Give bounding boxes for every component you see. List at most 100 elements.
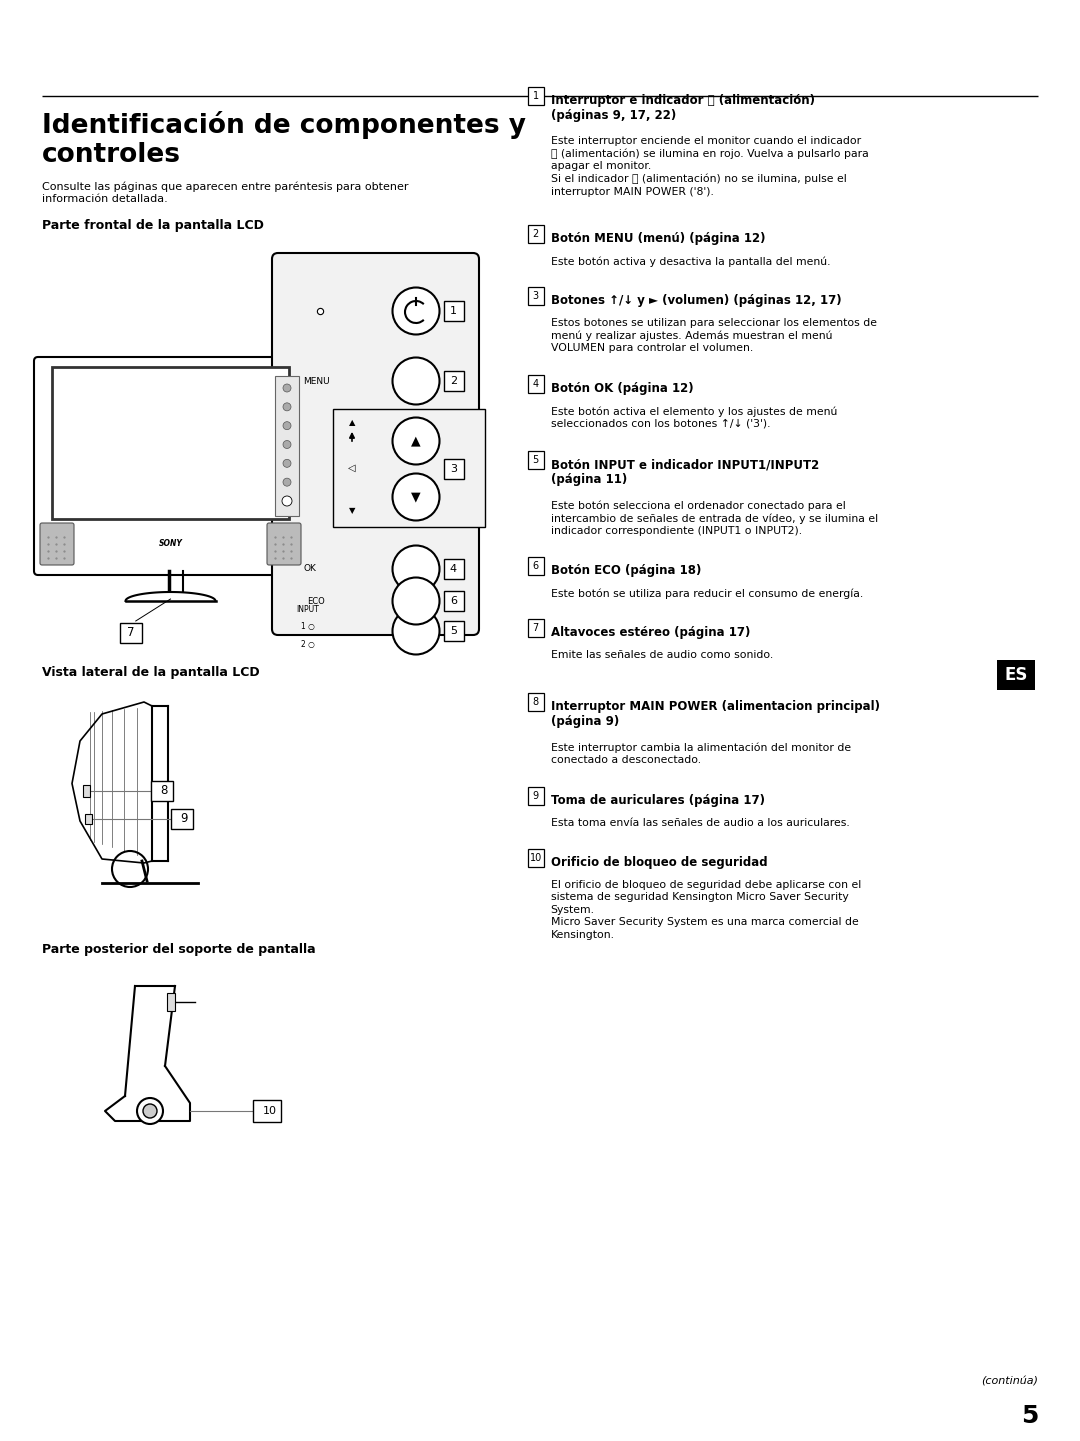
Text: Este botón se utiliza para reducir el consumo de energía.: Este botón se utiliza para reducir el co… — [551, 588, 863, 598]
Text: Estos botones se utilizan para seleccionar los elementos de
menú y realizar ajus: Estos botones se utilizan para seleccion… — [551, 318, 877, 353]
Text: Botón OK (página 12): Botón OK (página 12) — [551, 382, 693, 395]
Text: 4: 4 — [450, 563, 457, 574]
Text: ▼: ▼ — [349, 506, 355, 514]
Circle shape — [392, 578, 440, 624]
Bar — [333, 409, 485, 527]
Text: Este botón activa el elemento y los ajustes de menú
seleccionados con los botone: Este botón activa el elemento y los ajus… — [551, 406, 837, 429]
Bar — [275, 376, 299, 516]
Bar — [444, 591, 463, 611]
Bar — [528, 787, 543, 804]
Text: ◁: ◁ — [348, 463, 355, 473]
Text: 1 ○: 1 ○ — [301, 621, 315, 631]
Text: Interruptor e indicador ⏻ (alimentación)
(páginas 9, 17, 22): Interruptor e indicador ⏻ (alimentación)… — [551, 94, 814, 122]
Circle shape — [137, 1098, 163, 1124]
Text: (continúa): (continúa) — [981, 1376, 1038, 1386]
Text: Este botón selecciona el ordenador conectado para el
intercambio de señales de e: Este botón selecciona el ordenador conec… — [551, 500, 878, 536]
Circle shape — [143, 1104, 157, 1118]
Text: 1: 1 — [532, 91, 539, 101]
Text: 2: 2 — [532, 229, 539, 239]
Text: OK: OK — [303, 565, 316, 574]
Circle shape — [283, 478, 291, 486]
Bar — [85, 814, 92, 824]
Text: Esta toma envía las señales de audio a los auriculares.: Esta toma envía las señales de audio a l… — [551, 818, 849, 829]
Circle shape — [392, 474, 440, 520]
Text: 5: 5 — [532, 455, 539, 465]
Bar — [997, 660, 1035, 690]
Bar — [253, 1099, 281, 1123]
Text: 3: 3 — [450, 464, 457, 474]
Polygon shape — [72, 702, 152, 863]
Text: Parte frontal de la pantalla LCD: Parte frontal de la pantalla LCD — [42, 219, 264, 232]
Text: 5: 5 — [1021, 1404, 1038, 1428]
Bar — [171, 808, 193, 829]
Circle shape — [392, 357, 440, 405]
Text: Interruptor MAIN POWER (alimentacion principal)
(página 9): Interruptor MAIN POWER (alimentacion pri… — [551, 700, 879, 728]
Text: Identificación de componentes y
controles: Identificación de componentes y controle… — [42, 111, 526, 169]
Text: ▼: ▼ — [411, 490, 421, 503]
Circle shape — [112, 852, 148, 888]
Circle shape — [283, 441, 291, 448]
Text: 5: 5 — [450, 625, 457, 635]
Text: INPUT: INPUT — [297, 605, 320, 614]
Text: Este interruptor enciende el monitor cuando el indicador
⏻ (alimentación) se ilu: Este interruptor enciende el monitor cua… — [551, 135, 868, 197]
Text: ▲: ▲ — [349, 418, 355, 427]
Text: 7: 7 — [127, 627, 135, 640]
Circle shape — [282, 496, 292, 506]
Text: Emite las señales de audio como sonido.: Emite las señales de audio como sonido. — [551, 650, 773, 660]
Polygon shape — [105, 1066, 190, 1121]
Text: Parte posterior del soporte de pantalla: Parte posterior del soporte de pantalla — [42, 942, 315, 955]
Bar — [444, 370, 463, 391]
Bar — [151, 781, 173, 801]
Bar — [167, 993, 175, 1012]
Text: Orificio de bloqueo de seguridad: Orificio de bloqueo de seguridad — [551, 856, 767, 869]
Circle shape — [283, 403, 291, 411]
Bar — [528, 693, 543, 710]
Text: Consulte las páginas que aparecen entre paréntesis para obtener
información deta: Consulte las páginas que aparecen entre … — [42, 182, 408, 205]
Bar — [528, 375, 543, 393]
Bar — [528, 225, 543, 242]
Text: Toma de auriculares (página 17): Toma de auriculares (página 17) — [551, 794, 765, 807]
Text: ECO: ECO — [307, 597, 325, 605]
Text: Altavoces estéreo (página 17): Altavoces estéreo (página 17) — [551, 625, 750, 638]
Text: Este botón activa y desactiva la pantalla del menú.: Este botón activa y desactiva la pantall… — [551, 256, 831, 267]
Text: 8: 8 — [532, 697, 539, 708]
Text: 9: 9 — [180, 813, 188, 826]
Circle shape — [392, 546, 440, 592]
Bar — [528, 451, 543, 468]
Bar — [528, 88, 543, 105]
Text: Botón ECO (página 18): Botón ECO (página 18) — [551, 563, 701, 576]
Circle shape — [392, 418, 440, 464]
Text: 2 ○: 2 ○ — [301, 640, 315, 648]
Text: ES: ES — [1004, 666, 1028, 684]
Circle shape — [283, 422, 291, 429]
Text: Botón INPUT e indicador INPUT1/INPUT2
(página 11): Botón INPUT e indicador INPUT1/INPUT2 (p… — [551, 458, 819, 486]
Text: SONY: SONY — [159, 539, 183, 548]
Text: Botón MENU (menú) (página 12): Botón MENU (menú) (página 12) — [551, 232, 765, 245]
Circle shape — [392, 288, 440, 334]
Bar — [528, 287, 543, 304]
Text: 10: 10 — [264, 1107, 276, 1115]
Text: Este interruptor cambia la alimentación del monitor de
conectado a desconectado.: Este interruptor cambia la alimentación … — [551, 742, 851, 765]
Text: 3: 3 — [532, 291, 539, 301]
FancyBboxPatch shape — [272, 254, 480, 635]
Bar — [528, 849, 543, 866]
Text: 6: 6 — [532, 561, 539, 571]
Bar — [528, 558, 543, 575]
Text: ▲: ▲ — [411, 435, 421, 448]
Bar — [444, 621, 463, 641]
Circle shape — [283, 460, 291, 467]
Text: 4: 4 — [532, 379, 539, 389]
Text: 10: 10 — [529, 853, 542, 863]
FancyBboxPatch shape — [40, 523, 75, 565]
Text: 2: 2 — [450, 376, 457, 386]
Text: 8: 8 — [160, 784, 167, 797]
Bar — [52, 367, 289, 519]
Text: MENU: MENU — [302, 376, 329, 386]
Text: 9: 9 — [532, 791, 539, 801]
Text: 1: 1 — [450, 305, 457, 316]
Text: El orificio de bloqueo de seguridad debe aplicarse con el
sistema de seguridad K: El orificio de bloqueo de seguridad debe… — [551, 880, 861, 940]
FancyBboxPatch shape — [267, 523, 301, 565]
FancyBboxPatch shape — [33, 357, 307, 575]
Circle shape — [392, 608, 440, 654]
Bar — [444, 559, 463, 579]
